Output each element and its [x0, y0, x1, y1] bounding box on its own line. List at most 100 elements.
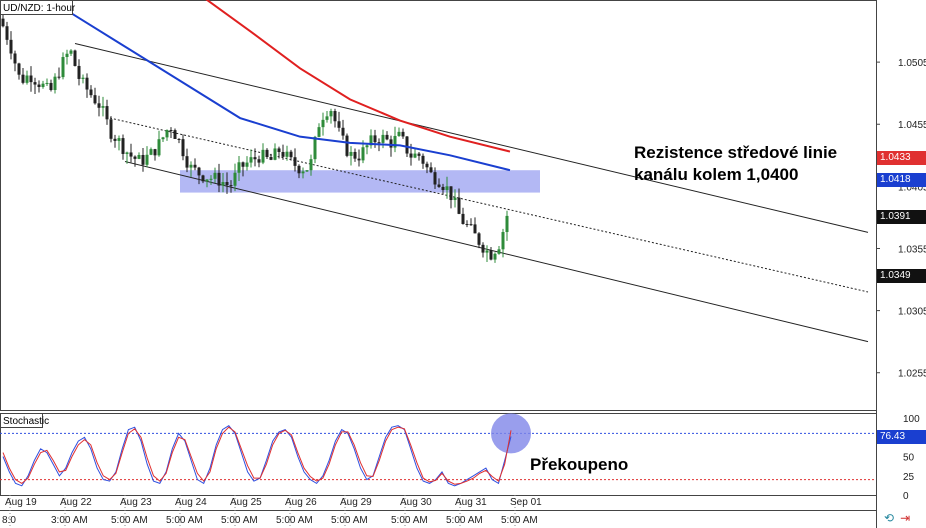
candle-body: [289, 151, 293, 158]
chart-title-box: UD/NZD: 1-hour: [0, 0, 76, 15]
candle-body: [21, 74, 25, 83]
candle-body: [229, 185, 233, 187]
candle-body: [441, 186, 445, 191]
candle-body: [293, 157, 297, 166]
date-label: Aug 24: [175, 497, 207, 508]
stoch-tick-label: 50: [903, 453, 915, 464]
close-icon[interactable]: ⇥: [900, 511, 911, 525]
candle-body: [357, 158, 361, 161]
chart-title: UD/NZD: 1-hour: [3, 3, 76, 14]
candle-body: [117, 138, 121, 141]
candle-body: [49, 82, 53, 90]
time-label: 5:00 AM: [166, 515, 203, 526]
candle-body: [325, 116, 329, 120]
candle-body: [5, 26, 9, 40]
candle-body: [61, 57, 65, 78]
ma-red-line: [205, 0, 511, 153]
candle-body: [273, 148, 277, 160]
candle-body: [193, 164, 197, 168]
candle-body: [269, 157, 273, 160]
candle-body: [145, 154, 149, 165]
candle-body: [261, 149, 265, 163]
overbought-annotation: Překoupeno: [530, 455, 629, 474]
price-tick-label: 1.0305: [898, 307, 926, 318]
date-label: Aug 31: [455, 497, 487, 508]
candle-body: [101, 106, 105, 108]
candle-body: [109, 119, 113, 139]
link-icon[interactable]: ⟲: [884, 511, 895, 525]
price-tick-label: 1.0455: [898, 120, 926, 131]
candle-body: [341, 127, 345, 136]
candle-body: [505, 215, 509, 233]
candle-body: [205, 179, 209, 182]
overbought-circle: [491, 413, 531, 454]
candle-body: [217, 172, 221, 186]
candle-body: [237, 162, 241, 173]
ma-red-price-tag: 1.0433: [877, 151, 926, 165]
candle-body: [377, 142, 381, 144]
channel-top-line: [74, 42, 869, 233]
candle-body: [17, 63, 21, 75]
candle-body: [481, 244, 485, 253]
ma-blue-line: [42, 0, 511, 172]
candle-body: [253, 157, 257, 160]
candle-body: [477, 233, 481, 245]
candle-body: [397, 131, 401, 136]
candle-body: [329, 111, 333, 117]
time-label: 8:0: [2, 515, 16, 526]
candle-body: [89, 89, 93, 96]
candle-body: [93, 95, 97, 104]
candle-body: [493, 253, 497, 260]
candle-body: [157, 139, 161, 156]
candle-body: [249, 157, 253, 163]
candle-body: [1, 18, 5, 27]
stoch-value-tag: 76.43: [877, 430, 926, 444]
candle-body: [461, 213, 465, 224]
candle-body: [173, 130, 177, 139]
ma-blue-price-tag: 1.0418: [877, 173, 926, 187]
candle-body: [33, 82, 37, 85]
candle-body: [501, 232, 505, 250]
candle-body: [41, 83, 45, 88]
candle-body: [413, 153, 417, 158]
date-label: Aug 29: [340, 497, 372, 508]
candle-body: [277, 148, 281, 152]
candle-body: [313, 136, 317, 160]
candle-body: [37, 84, 41, 88]
candle-body: [165, 130, 169, 138]
time-label: 5:00 AM: [446, 515, 483, 526]
candle-body: [429, 167, 433, 173]
candle-body: [241, 162, 245, 167]
candle-body: [437, 184, 441, 187]
candle-body: [69, 50, 73, 54]
candle-body: [381, 134, 385, 143]
price-tick-label: 1.0355: [898, 244, 926, 255]
candle-body: [389, 139, 393, 148]
candle-body: [409, 153, 413, 158]
candle-body: [433, 172, 437, 185]
date-label: Aug 30: [400, 497, 432, 508]
stoch-title-box: Stochastic: [0, 413, 49, 428]
candle-body: [77, 65, 81, 79]
candle-body: [469, 224, 473, 226]
candle-body: [365, 145, 369, 148]
date-label: Aug 22: [60, 497, 92, 508]
candle-body: [181, 139, 185, 157]
candle-body: [97, 103, 101, 108]
candle-body: [369, 135, 373, 146]
stoch-title: Stochastic: [3, 416, 49, 427]
candle-body: [153, 149, 157, 156]
candle-body: [141, 154, 145, 165]
candle-body: [53, 76, 57, 90]
candle-body: [473, 224, 477, 234]
main-panel-frame: [0, 0, 877, 411]
candle-body: [73, 50, 77, 66]
candle-body: [349, 151, 353, 156]
candle-body: [301, 171, 305, 174]
candle-body: [25, 75, 29, 83]
candle-body: [305, 170, 309, 172]
channel-resistance-annotation: Rezistence středové linie kanálu kolem 1…: [634, 143, 838, 184]
candle-body: [297, 165, 301, 174]
candle-body: [233, 172, 237, 186]
candle-body: [169, 130, 173, 132]
